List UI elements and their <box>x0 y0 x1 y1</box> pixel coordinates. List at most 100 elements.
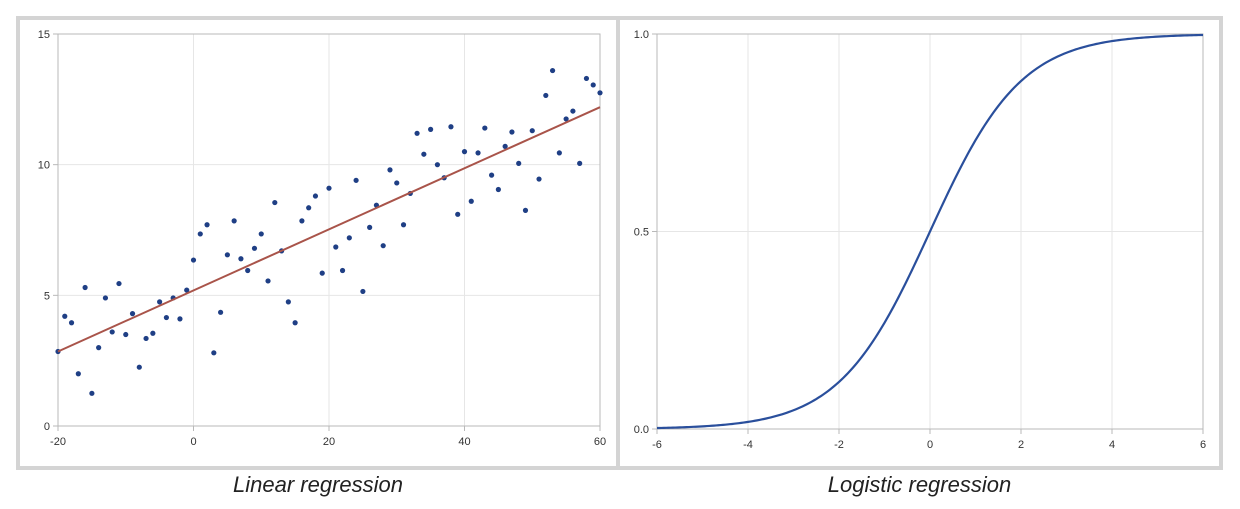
scatter-point <box>163 314 169 321</box>
scatter-point <box>516 160 522 166</box>
logistic-x-tick-label: -6 <box>652 439 662 451</box>
linear-x-tick-label: 0 <box>190 436 196 448</box>
scatter-point <box>502 143 508 149</box>
scatter-point <box>522 207 529 213</box>
scatter-point <box>306 205 312 211</box>
scatter-point <box>597 90 603 96</box>
scatter-point <box>536 176 542 182</box>
scatter-point <box>387 167 393 173</box>
scatter-point <box>75 371 81 377</box>
scatter-point <box>400 222 407 228</box>
scatter-point <box>285 299 291 305</box>
scatter-point <box>123 331 129 338</box>
scatter-point <box>590 82 596 88</box>
logistic-regression-panel <box>616 16 1223 470</box>
scatter-point <box>482 125 488 131</box>
scatter-point <box>333 244 339 250</box>
scatter-point <box>238 256 244 262</box>
scatter-point <box>461 149 468 155</box>
scatter-point <box>109 329 115 335</box>
scatter-point <box>353 177 359 183</box>
linear-regression-caption: Linear regression <box>233 472 403 497</box>
scatter-point <box>190 257 197 263</box>
logistic-x-tick-label: 4 <box>1109 439 1115 451</box>
logistic-x-tick-label: -2 <box>834 439 844 451</box>
linear-regression-panel <box>16 16 620 470</box>
logistic-curve <box>656 33 1204 430</box>
scatter-point <box>251 245 258 251</box>
linear-y-tick-label: 10 <box>38 160 50 172</box>
scatter-point <box>549 67 556 74</box>
scatter-point <box>563 116 569 122</box>
scatter-point <box>96 345 102 351</box>
scatter-point <box>583 75 590 82</box>
scatter-point <box>421 151 427 157</box>
scatter-point <box>272 199 278 206</box>
linear-x-tick-label: 20 <box>323 436 335 448</box>
logistic-y-tick-label: 0.0 <box>634 424 649 436</box>
scatter-point <box>475 150 481 156</box>
regression-fit-line <box>57 106 601 353</box>
logistic-y-tick-label: 1.0 <box>634 29 649 41</box>
scatter-point <box>448 124 454 130</box>
linear-y-tick-label: 0 <box>44 421 50 433</box>
logistic-x-tick-label: -4 <box>743 439 753 451</box>
scatter-point <box>529 128 535 134</box>
scatter-point <box>211 350 217 356</box>
scatter-point <box>245 267 251 274</box>
linear-x-tick-label: 60 <box>594 436 606 448</box>
scatter-point <box>204 222 210 228</box>
scatter-point <box>82 284 88 291</box>
scatter-point <box>319 270 325 276</box>
scatter-point <box>129 311 136 317</box>
scatter-point <box>577 160 583 166</box>
scatter-point <box>509 129 515 135</box>
scatter-point <box>89 390 95 396</box>
scatter-point <box>468 198 474 204</box>
scatter-point <box>136 364 142 370</box>
scatter-point <box>62 313 68 319</box>
logistic-y-tick-label: 0.5 <box>634 227 649 239</box>
scatter-point <box>218 309 224 315</box>
scatter-point <box>299 218 305 224</box>
scatter-point <box>346 235 352 241</box>
scatter-point <box>570 108 576 114</box>
scatter-point <box>414 130 420 136</box>
scatter-point <box>116 280 122 287</box>
scatter-point <box>339 267 346 274</box>
scatter-point <box>489 172 495 178</box>
linear-x-tick-label: -20 <box>50 436 66 448</box>
scatter-point <box>360 288 366 295</box>
scatter-point <box>434 162 440 168</box>
scatter-point <box>68 320 75 326</box>
logistic-x-tick-label: 6 <box>1200 439 1206 451</box>
scatter-point <box>367 224 373 230</box>
scatter-point <box>556 150 562 156</box>
scatter-point <box>455 211 461 217</box>
scatter-point <box>231 218 237 224</box>
scatter-point <box>224 252 230 258</box>
logistic-x-tick-label: 2 <box>1018 439 1024 451</box>
scatter-point <box>184 287 190 293</box>
scatter-point <box>143 335 149 342</box>
scatter-point <box>258 231 264 237</box>
scatter-point <box>102 295 109 301</box>
logistic-regression-caption: Logistic regression <box>827 472 1012 497</box>
scatter-point <box>428 126 434 132</box>
scatter-point <box>177 316 183 322</box>
logistic-x-tick-label: 0 <box>927 439 933 451</box>
scatter-point <box>380 243 386 249</box>
linear-y-tick-label: 5 <box>44 290 50 302</box>
scatter-point <box>157 299 163 305</box>
scatter-point <box>495 186 501 193</box>
scatter-point <box>394 180 400 186</box>
scatter-point <box>197 231 203 237</box>
scatter-point <box>292 320 298 326</box>
scatter-point <box>326 185 332 191</box>
linear-x-tick-label: 40 <box>458 436 470 448</box>
scatter-point <box>312 193 319 199</box>
scatter-point <box>543 92 549 99</box>
linear-y-tick-label: 15 <box>38 29 50 41</box>
scatter-point <box>150 330 156 336</box>
